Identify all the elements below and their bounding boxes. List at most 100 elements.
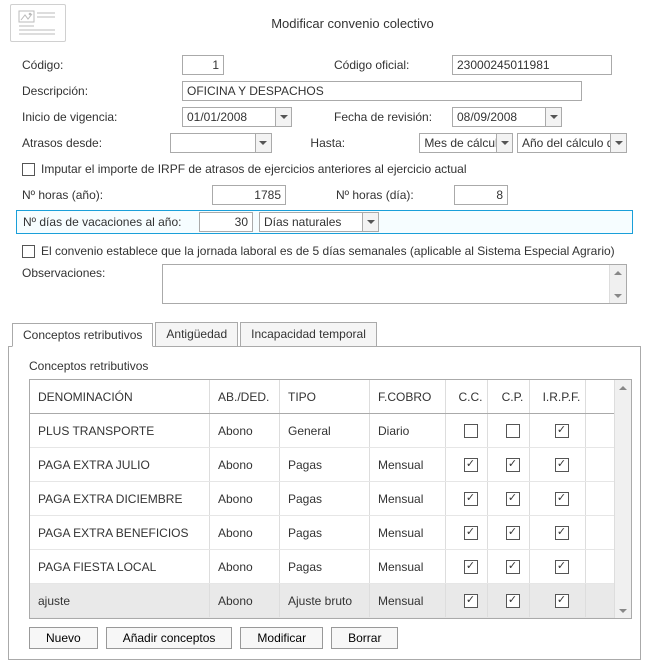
checkbox-icon[interactable] — [506, 526, 520, 540]
cell-tipo: Pagas — [280, 516, 370, 549]
table-row[interactable]: PAGA EXTRA JULIOAbonoPagasMensual — [30, 448, 614, 482]
cell-denominacion: PAGA EXTRA JULIO — [30, 448, 210, 481]
codigo-input[interactable] — [182, 55, 224, 75]
dropdown-button-icon[interactable] — [275, 108, 291, 126]
checkbox-icon[interactable] — [555, 458, 569, 472]
col-header-tipo[interactable]: TIPO — [280, 380, 370, 413]
horas-dia-input[interactable] — [454, 185, 508, 205]
cell-abded: Abono — [210, 482, 280, 515]
table-row[interactable]: ajusteAbonoAjuste brutoMensual — [30, 584, 614, 618]
checkbox-icon[interactable] — [464, 526, 478, 540]
checkbox-icon[interactable] — [464, 458, 478, 472]
codigo-label: Código: — [22, 58, 182, 72]
checkbox-icon[interactable] — [464, 424, 478, 438]
cell-denominacion: ajuste — [30, 584, 210, 617]
page-title: Modificar convenio colectivo — [66, 16, 639, 31]
observaciones-input[interactable] — [162, 264, 627, 304]
jornada5-checkbox[interactable] — [22, 245, 35, 258]
cell-irpf — [530, 550, 586, 583]
cell-fcobro: Mensual — [370, 550, 446, 583]
codigo-oficial-label: Código oficial: — [334, 58, 452, 72]
cell-denominacion: PAGA EXTRA BENEFICIOS — [30, 516, 210, 549]
descripcion-input[interactable] — [182, 81, 582, 101]
col-header-fcobro[interactable]: F.COBRO — [370, 380, 446, 413]
cell-abded: Abono — [210, 584, 280, 617]
scroll-up-icon[interactable] — [616, 380, 631, 395]
cell-irpf — [530, 414, 586, 447]
scroll-down-icon[interactable] — [611, 288, 626, 303]
tab-incapacidad[interactable]: Incapacidad temporal — [240, 322, 377, 346]
dropdown-button-icon[interactable] — [362, 213, 378, 231]
cell-abded: Abono — [210, 550, 280, 583]
table-title: Conceptos retributivos — [29, 359, 632, 373]
cell-cp — [488, 482, 530, 515]
imputar-irpf-checkbox[interactable] — [22, 163, 35, 176]
cell-abded: Abono — [210, 414, 280, 447]
cell-cp — [488, 516, 530, 549]
scroll-up-icon[interactable] — [611, 265, 626, 280]
checkbox-icon[interactable] — [464, 560, 478, 574]
checkbox-icon[interactable] — [555, 526, 569, 540]
inicio-vigencia-label: Inicio de vigencia: — [22, 110, 182, 124]
cell-cp — [488, 448, 530, 481]
dropdown-button-icon[interactable] — [496, 134, 512, 152]
hasta-anio-value: Año del cálculo d — [522, 136, 610, 150]
table-row[interactable]: PAGA EXTRA DICIEMBREAbonoPagasMensual — [30, 482, 614, 516]
tab-conceptos[interactable]: Conceptos retributivos — [12, 323, 153, 347]
col-header-cp[interactable]: C.P. — [488, 380, 530, 413]
cell-irpf — [530, 516, 586, 549]
checkbox-icon[interactable] — [464, 594, 478, 608]
cell-fcobro: Diario — [370, 414, 446, 447]
imputar-irpf-label: Imputar el importe de IRPF de atrasos de… — [41, 162, 467, 176]
dias-vacaciones-input[interactable] — [199, 212, 253, 232]
dropdown-button-icon[interactable] — [610, 134, 626, 152]
col-header-denominacion[interactable]: DENOMINACIÓN — [30, 380, 210, 413]
horas-anio-label: Nº horas (año): — [22, 188, 182, 202]
table-row[interactable]: PLUS TRANSPORTEAbonoGeneralDiario — [30, 414, 614, 448]
cell-irpf — [530, 482, 586, 515]
col-header-irpf[interactable]: I.R.P.F. — [530, 380, 586, 413]
hasta-anio-field[interactable]: Año del cálculo d — [517, 133, 627, 153]
horas-dia-label: Nº horas (día): — [336, 188, 454, 202]
checkbox-icon[interactable] — [555, 424, 569, 438]
cell-denominacion: PAGA EXTRA DICIEMBRE — [30, 482, 210, 515]
horas-anio-input[interactable] — [212, 185, 286, 205]
cell-denominacion: PAGA FIESTA LOCAL — [30, 550, 210, 583]
fecha-revision-field[interactable]: 08/09/2008 — [452, 107, 562, 127]
scroll-down-icon[interactable] — [616, 603, 631, 618]
col-header-cc[interactable]: C.C. — [446, 380, 488, 413]
dias-vacaciones-tipo-field[interactable]: Días naturales — [259, 212, 379, 232]
checkbox-icon[interactable] — [555, 492, 569, 506]
checkbox-icon[interactable] — [506, 424, 520, 438]
cell-irpf — [530, 584, 586, 617]
hasta-mes-value: Mes de cálculo — [424, 136, 496, 150]
cell-fcobro: Mensual — [370, 516, 446, 549]
hasta-mes-field[interactable]: Mes de cálculo — [419, 133, 513, 153]
fecha-revision-value: 08/09/2008 — [457, 110, 545, 124]
tab-antiguedad[interactable]: Antigüedad — [155, 322, 238, 346]
checkbox-icon[interactable] — [506, 594, 520, 608]
checkbox-icon[interactable] — [464, 492, 478, 506]
checkbox-icon[interactable] — [555, 560, 569, 574]
cell-tipo: Pagas — [280, 482, 370, 515]
observaciones-label: Observaciones: — [22, 264, 162, 280]
cell-cp — [488, 584, 530, 617]
checkbox-icon[interactable] — [555, 594, 569, 608]
checkbox-icon[interactable] — [506, 492, 520, 506]
dias-vacaciones-tipo-value: Días naturales — [264, 215, 362, 229]
table-row[interactable]: PAGA FIESTA LOCALAbonoPagasMensual — [30, 550, 614, 584]
col-header-abded[interactable]: AB./DED. — [210, 380, 280, 413]
checkbox-icon[interactable] — [506, 560, 520, 574]
inicio-vigencia-field[interactable]: 01/01/2008 — [182, 107, 292, 127]
cell-cc — [446, 482, 488, 515]
dropdown-button-icon[interactable] — [255, 134, 271, 152]
cell-cc — [446, 516, 488, 549]
checkbox-icon[interactable] — [506, 458, 520, 472]
table-row[interactable]: PAGA EXTRA BENEFICIOSAbonoPagasMensual — [30, 516, 614, 550]
atrasos-desde-field[interactable] — [170, 133, 272, 153]
cell-tipo: Pagas — [280, 550, 370, 583]
dropdown-button-icon[interactable] — [545, 108, 561, 126]
codigo-oficial-input[interactable] — [452, 55, 612, 75]
cell-abded: Abono — [210, 448, 280, 481]
cell-tipo: Ajuste bruto — [280, 584, 370, 617]
